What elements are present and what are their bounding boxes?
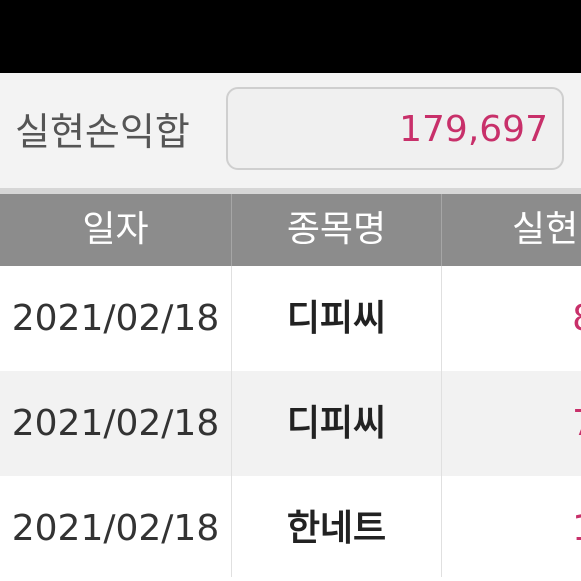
column-divider (231, 266, 232, 577)
summary-value: 179,697 (399, 109, 548, 150)
cell-date: 2021/02/18 (11, 298, 220, 339)
table-header: 일자 종목명 실현 (0, 194, 581, 266)
cell-date: 2021/02/18 (11, 508, 220, 549)
header-realized-pnl[interactable]: 실현 (512, 209, 579, 250)
header-divider (231, 194, 232, 266)
column-divider (441, 266, 442, 577)
summary-panel: 실현손익합 179,697 (0, 73, 581, 188)
divider (0, 188, 581, 194)
cell-date: 2021/02/18 (11, 403, 220, 444)
header-date[interactable]: 일자 (82, 209, 149, 250)
summary-value-box: 179,697 (226, 87, 564, 170)
cell-realized-pnl-value: 1 (572, 476, 581, 581)
header-stock-name[interactable]: 종목명 (286, 209, 387, 250)
summary-label: 실현손익합 (15, 110, 190, 154)
cell-stock-name: 한네트 (286, 508, 387, 549)
cell-realized-pnl: 1 (442, 476, 581, 581)
header-divider (441, 194, 442, 266)
status-bar (0, 0, 581, 73)
cell-realized-pnl: 8 (442, 266, 581, 371)
table-row[interactable]: 2021/02/18 디피씨 7 (0, 371, 581, 476)
cell-realized-pnl-value: 7 (572, 371, 581, 476)
cell-stock-name: 디피씨 (286, 403, 387, 444)
cell-realized-pnl: 7 (442, 371, 581, 476)
cell-realized-pnl-value: 8 (572, 266, 581, 371)
cell-stock-name: 디피씨 (286, 298, 387, 339)
table-row[interactable]: 2021/02/18 한네트 1 (0, 476, 581, 581)
table-row[interactable]: 2021/02/18 디피씨 8 (0, 266, 581, 371)
